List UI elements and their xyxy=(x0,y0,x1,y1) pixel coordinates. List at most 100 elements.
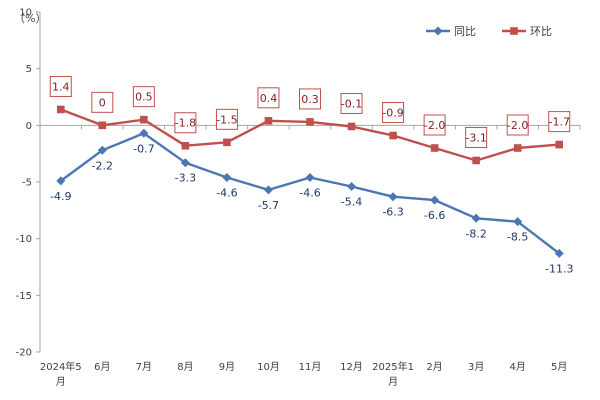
data-label: -4.6 xyxy=(299,186,320,199)
x-tick-label-line: 8月 xyxy=(177,361,193,373)
legend-item: 同比 xyxy=(426,25,476,38)
data-point-marker xyxy=(263,185,273,195)
data-label: -0.1 xyxy=(341,97,362,110)
data-label: -4.9 xyxy=(50,190,71,203)
y-tick-label: -5 xyxy=(22,178,32,189)
data-label: -8.5 xyxy=(507,231,528,244)
data-point-marker xyxy=(554,248,564,258)
data-point-marker xyxy=(347,182,357,192)
data-label-box xyxy=(423,114,446,136)
data-label: -2.0 xyxy=(507,119,528,132)
data-label-box xyxy=(465,126,488,148)
x-tick-label-line: 月 xyxy=(56,376,66,388)
data-point-marker xyxy=(181,141,190,150)
data-point-marker xyxy=(56,105,65,114)
y-tick-label: -10 xyxy=(16,234,32,245)
x-tick-label: 7月 xyxy=(136,361,152,373)
data-point-marker xyxy=(471,213,481,223)
data-label-box xyxy=(382,102,405,124)
x-tick-label: 5月 xyxy=(551,361,567,373)
data-label: -3.3 xyxy=(175,172,196,185)
y-axis-unit-label: （%） xyxy=(14,12,46,25)
data-point-marker xyxy=(430,144,439,152)
data-label: -5.4 xyxy=(341,196,362,209)
data-label-box xyxy=(257,87,280,109)
data-point-marker xyxy=(139,128,149,138)
x-tick-label-line: 2024年5 xyxy=(40,360,82,373)
data-point-marker xyxy=(140,115,148,124)
data-label: -1.7 xyxy=(548,116,569,129)
x-tick-label: 4月 xyxy=(510,361,526,373)
x-tick-label: 6月 xyxy=(94,361,110,373)
data-label-box xyxy=(506,114,529,136)
data-label: 0.4 xyxy=(260,92,278,105)
data-label: 0.3 xyxy=(301,93,319,106)
data-point-marker xyxy=(56,176,66,186)
legend: 同比 环比 xyxy=(426,25,552,38)
y-axis-ticks: 10 5 0 -5 -10 -15 -20 xyxy=(16,8,40,359)
data-label: -6.6 xyxy=(424,209,445,222)
x-tick-label: 10月 xyxy=(257,361,280,373)
x-tick-label: 9月 xyxy=(219,361,235,373)
data-label: -4.6 xyxy=(216,186,237,199)
data-label: -3.1 xyxy=(465,131,486,144)
series-环比: 1.4 0 0.5 -1.8 -1.5 0.4 0.3 -0.1 -0.9 -2.0 -3.1 -2.… xyxy=(49,75,571,165)
data-point-marker xyxy=(98,121,107,130)
data-point-marker xyxy=(555,140,564,149)
data-label: 1.4 xyxy=(52,80,70,93)
data-label: -1.5 xyxy=(216,113,237,126)
data-label: -2.2 xyxy=(92,159,113,172)
data-label-box xyxy=(299,88,321,110)
y-tick-label: -20 xyxy=(16,348,32,359)
x-tick-label: 3月 xyxy=(468,361,484,373)
data-point-marker xyxy=(389,131,397,140)
y-tick-label: 10 xyxy=(19,8,32,19)
x-tick-label-line: 4月 xyxy=(510,361,526,373)
x-tick-label-line: 5月 xyxy=(551,361,567,373)
series-同比: -4.9 -2.2 -0.7 -3.3 -4.6 -5.7 -4.6 -5.4 -6.3 -6.6… xyxy=(50,128,573,275)
y-tick-label: -15 xyxy=(16,291,32,302)
legend-label: 同比 xyxy=(454,25,476,38)
data-label-box xyxy=(215,108,238,130)
data-point-marker xyxy=(430,195,440,205)
x-tick-label: 8月 xyxy=(177,361,193,373)
legend-marker xyxy=(510,27,518,35)
data-label: -0.9 xyxy=(382,107,403,120)
data-point-marker xyxy=(306,118,314,126)
data-point-marker xyxy=(347,122,356,131)
data-point-marker xyxy=(223,138,231,147)
data-label: 0.5 xyxy=(135,91,153,104)
data-point-marker xyxy=(264,117,273,125)
x-tick-label-line: 2025年1 xyxy=(372,360,414,373)
data-label-box xyxy=(548,111,571,133)
x-tick-label-line: 2月 xyxy=(426,361,442,373)
x-tick-label-line: 6月 xyxy=(94,361,110,373)
data-label-box xyxy=(174,112,197,134)
series-layer: -4.9 -2.2 -0.7 -3.3 -4.6 -5.7 -4.6 -5.4 -6.3 -6.6… xyxy=(49,75,573,275)
data-point-marker xyxy=(513,217,523,227)
data-point-marker xyxy=(305,172,315,182)
data-label-box xyxy=(340,92,363,114)
data-point-marker xyxy=(388,192,398,202)
x-tick-label-line: 11月 xyxy=(299,361,322,373)
data-point-marker xyxy=(97,145,107,155)
data-label: -0.7 xyxy=(133,142,154,155)
x-tick-label-line: 9月 xyxy=(219,361,235,373)
data-label: -5.7 xyxy=(258,199,279,212)
x-tick-label-line: 10月 xyxy=(257,361,280,373)
y-tick-label: 5 xyxy=(26,64,32,75)
x-tick-label-line: 12月 xyxy=(340,361,363,373)
x-tick-label: 12月 xyxy=(340,361,363,373)
data-label: -2.0 xyxy=(424,119,445,132)
data-label: -1.8 xyxy=(175,117,196,130)
x-tick-label: 11月 xyxy=(299,361,322,373)
data-label-box xyxy=(49,75,72,97)
legend-item: 环比 xyxy=(502,25,552,38)
data-label: -8.2 xyxy=(465,227,486,240)
data-point-marker xyxy=(513,144,522,152)
x-tick-label: 2024年5 月 xyxy=(40,360,82,388)
x-tick-label: 2025年1 月 xyxy=(372,360,414,388)
x-tick-label-line: 月 xyxy=(388,376,398,388)
